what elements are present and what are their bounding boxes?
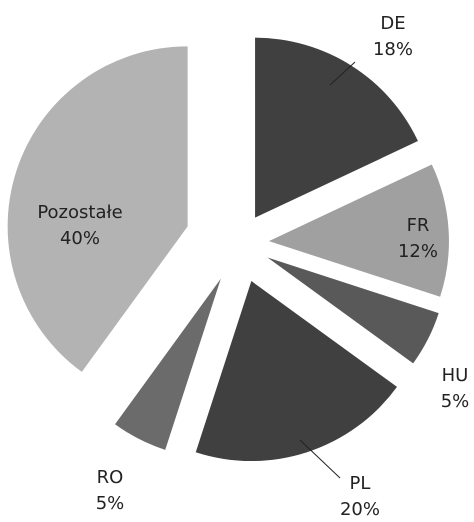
slice-label: Pozostałe xyxy=(37,202,122,223)
pie-slice xyxy=(7,46,188,372)
leader-line xyxy=(299,439,341,479)
leader-line xyxy=(329,61,356,86)
value-label: 40% xyxy=(60,228,100,249)
pie-slice xyxy=(267,257,439,364)
slice-label: FR xyxy=(407,215,430,236)
value-label: 18% xyxy=(373,39,413,60)
value-label: 5% xyxy=(96,493,125,514)
pie-slice xyxy=(195,281,397,462)
slice-label: DE xyxy=(380,13,405,34)
value-label: 12% xyxy=(398,241,438,262)
slice-label: HU xyxy=(442,365,469,386)
value-label: 20% xyxy=(340,499,380,520)
slice-label: RO xyxy=(97,467,124,488)
pie-slice xyxy=(115,278,221,450)
pie-slice xyxy=(255,37,418,218)
pie-slice xyxy=(268,164,449,297)
value-label: 5% xyxy=(441,391,470,412)
slice-label: PL xyxy=(350,473,371,494)
